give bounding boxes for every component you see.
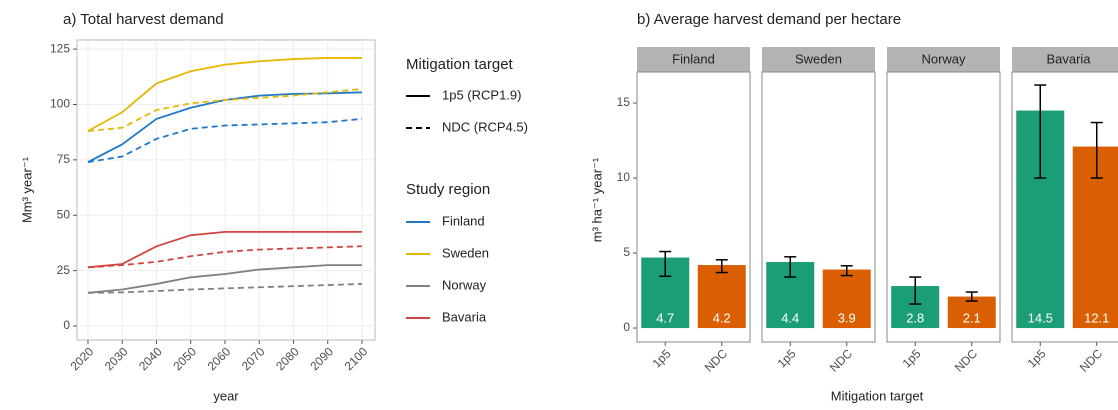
plot-area (636, 71, 751, 343)
facet-label: Bavaria (1046, 51, 1091, 66)
legend-title: Mitigation target (406, 56, 514, 73)
bar (697, 265, 746, 329)
plot-area (886, 71, 1001, 343)
value-label: 3.9 (838, 310, 856, 325)
x-tick-label: 2050 (170, 344, 199, 373)
x-tick-label: 2100 (342, 344, 371, 373)
chart-title: a) Total harvest demand (63, 11, 224, 28)
value-label: 4.7 (656, 310, 674, 325)
y-tick-label: 25 (57, 263, 71, 277)
facet-strip (887, 47, 1000, 72)
bar (1072, 146, 1118, 329)
x-tick-label: 2090 (307, 344, 336, 373)
facet-strip (1012, 47, 1118, 72)
y-tick-label: 15 (617, 95, 631, 109)
series-line (87, 264, 362, 294)
y-tick-label: 10 (617, 170, 631, 184)
x-tick-label: NDC (952, 346, 981, 375)
x-tick-label: 2070 (239, 344, 268, 373)
facet-label: Sweden (795, 51, 842, 66)
x-tick-label: 1p5 (650, 346, 674, 370)
y-tick-label: 5 (623, 245, 630, 259)
legend-label: Bavaria (442, 309, 487, 324)
series-line (87, 245, 363, 269)
bar (822, 269, 871, 329)
value-label: 12.1 (1084, 310, 1109, 325)
x-tick-label: 2030 (102, 344, 131, 373)
chart-title: b) Average harvest demand per hectare (637, 11, 901, 28)
series-line (87, 230, 362, 269)
y-axis-label: m³ ha⁻¹ year⁻¹ (589, 157, 604, 242)
legend-label: Sweden (442, 245, 489, 260)
series-line (87, 57, 362, 132)
y-tick-label: 50 (57, 207, 71, 221)
x-axis-label: Mitigation target (831, 388, 924, 403)
legend-label: Norway (442, 277, 487, 292)
y-axis-label: Mm³ year⁻¹ (19, 156, 34, 223)
x-tick-label: 2020 (68, 344, 97, 373)
x-tick-label: 2060 (205, 344, 234, 373)
x-tick-label: 1p5 (775, 346, 799, 370)
series-line (87, 283, 363, 294)
y-tick-label: 125 (50, 41, 70, 55)
facet-label: Finland (672, 51, 715, 66)
x-tick-label: 1p5 (1025, 346, 1049, 370)
value-label: 2.1 (963, 310, 981, 325)
x-tick-label: 2040 (136, 344, 165, 373)
plot-area (761, 71, 876, 343)
facet-label: Norway (921, 51, 966, 66)
facet-strip (762, 47, 875, 72)
y-tick-label: 0 (63, 318, 70, 332)
y-tick-label: 75 (57, 152, 71, 166)
y-tick-label: 100 (50, 97, 70, 111)
x-tick-label: 1p5 (900, 346, 924, 370)
plot-area (76, 39, 376, 341)
value-label: 14.5 (1028, 310, 1053, 325)
x-axis-label: year (213, 388, 239, 403)
plot-area (1011, 71, 1118, 343)
legend-title: Study region (406, 181, 490, 198)
series-line (87, 88, 363, 132)
series-line (87, 117, 363, 163)
x-tick-label: 2080 (273, 344, 302, 373)
value-label: 4.4 (781, 310, 799, 325)
value-label: 4.2 (713, 310, 731, 325)
legend-label: NDC (RCP4.5) (442, 119, 528, 134)
x-tick-label: NDC (1077, 346, 1106, 375)
x-tick-label: NDC (827, 346, 856, 375)
x-tick-label: NDC (702, 346, 731, 375)
y-tick-label: 0 (623, 320, 630, 334)
legend-label: Finland (442, 213, 485, 228)
facet-strip (637, 47, 750, 72)
legend-label: 1p5 (RCP1.9) (442, 87, 521, 102)
value-label: 2.8 (906, 310, 924, 325)
